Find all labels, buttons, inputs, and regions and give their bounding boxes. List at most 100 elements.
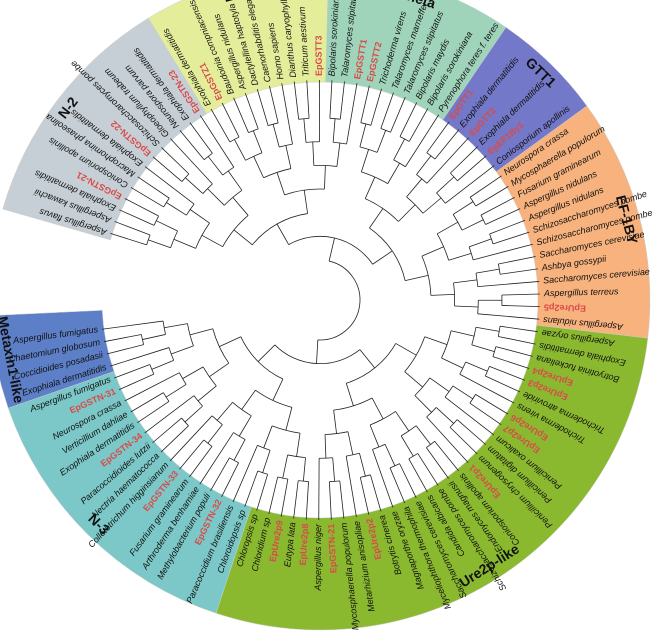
- branch-arc: [452, 214, 463, 231]
- branch: [416, 155, 432, 175]
- branch: [328, 237, 335, 262]
- branch: [332, 118, 336, 143]
- branch-arc: [426, 152, 436, 160]
- branch: [475, 394, 509, 415]
- branch-arc: [305, 141, 320, 143]
- branch-arc: [360, 122, 372, 126]
- branch-arc: [245, 152, 263, 161]
- branch: [429, 377, 450, 392]
- branch: [364, 176, 376, 199]
- branch-arc: [202, 183, 213, 194]
- branch: [173, 238, 196, 249]
- branch: [445, 165, 495, 204]
- branch: [221, 102, 240, 138]
- branch-arc: [211, 415, 223, 425]
- branch: [285, 145, 292, 169]
- branch: [435, 407, 454, 424]
- branch-arc: [475, 273, 479, 287]
- branch-arc: [224, 189, 243, 206]
- branch-arc: [492, 346, 497, 357]
- branch: [238, 415, 252, 437]
- branch: [345, 456, 357, 518]
- branch-arc: [284, 188, 325, 196]
- branch: [444, 396, 495, 436]
- branch: [110, 347, 170, 367]
- branch: [152, 417, 182, 444]
- branch: [244, 470, 259, 507]
- branch: [101, 320, 164, 330]
- branch: [171, 345, 194, 355]
- branch-arc: [333, 141, 347, 145]
- branch: [434, 441, 459, 472]
- branch-arc: [187, 323, 194, 347]
- branch-arc: [414, 377, 431, 396]
- branch: [398, 204, 416, 222]
- branch: [272, 378, 284, 401]
- branch: [185, 177, 204, 194]
- branch: [359, 123, 367, 147]
- branch-arc: [257, 445, 271, 451]
- branch-arc: [232, 402, 252, 417]
- branch: [252, 130, 263, 153]
- branch: [475, 326, 500, 332]
- branch-arc: [400, 425, 417, 437]
- branch-arc: [298, 117, 310, 120]
- branch-arc: [277, 476, 288, 480]
- branch: [406, 178, 423, 198]
- branch: [272, 124, 280, 148]
- branch: [454, 305, 479, 308]
- branch-arc: [369, 227, 406, 281]
- branch: [436, 176, 455, 194]
- branch-arc: [329, 480, 340, 483]
- branch: [179, 439, 205, 470]
- branch-arc: [193, 395, 203, 407]
- branch: [189, 328, 213, 336]
- branch: [393, 138, 406, 161]
- branch: [469, 175, 502, 198]
- branch: [399, 463, 417, 499]
- branch: [477, 281, 540, 288]
- branch: [241, 390, 256, 410]
- branch-arc: [399, 136, 410, 142]
- branch: [480, 196, 515, 216]
- branch: [359, 453, 366, 477]
- branch: [199, 115, 235, 168]
- branch-arc: [360, 474, 371, 478]
- branch: [189, 122, 213, 154]
- branch: [399, 102, 418, 137]
- branch: [210, 457, 230, 492]
- branch: [210, 108, 231, 143]
- branch: [118, 373, 155, 391]
- branch: [207, 156, 224, 176]
- branch: [372, 250, 393, 265]
- branch-arc: [436, 192, 446, 204]
- leaf-label: Aspergillus niger: [313, 523, 323, 592]
- branch-arc: [146, 234, 151, 245]
- branch: [170, 138, 213, 185]
- branch-arc: [298, 480, 309, 482]
- branch-arc: [369, 411, 396, 426]
- branch: [306, 80, 310, 119]
- branch: [103, 334, 142, 343]
- branch: [434, 129, 460, 160]
- branch: [232, 445, 258, 503]
- branch-arc: [468, 246, 474, 260]
- branch: [485, 375, 521, 393]
- branch: [276, 223, 290, 245]
- branch: [422, 197, 442, 214]
- branch: [471, 344, 495, 353]
- branch-arc: [149, 364, 155, 375]
- branch: [244, 92, 259, 130]
- branch-arc: [325, 431, 349, 435]
- leaf-label: EpGSTT3: [314, 35, 324, 76]
- branch: [160, 425, 189, 453]
- branch: [119, 209, 155, 226]
- branch: [124, 198, 159, 217]
- branch: [184, 405, 203, 423]
- branch: [302, 457, 306, 482]
- branch-arc: [389, 463, 400, 469]
- branch: [333, 410, 337, 434]
- branch: [384, 444, 396, 466]
- clade-band: [148, 0, 328, 115]
- branch: [312, 141, 315, 166]
